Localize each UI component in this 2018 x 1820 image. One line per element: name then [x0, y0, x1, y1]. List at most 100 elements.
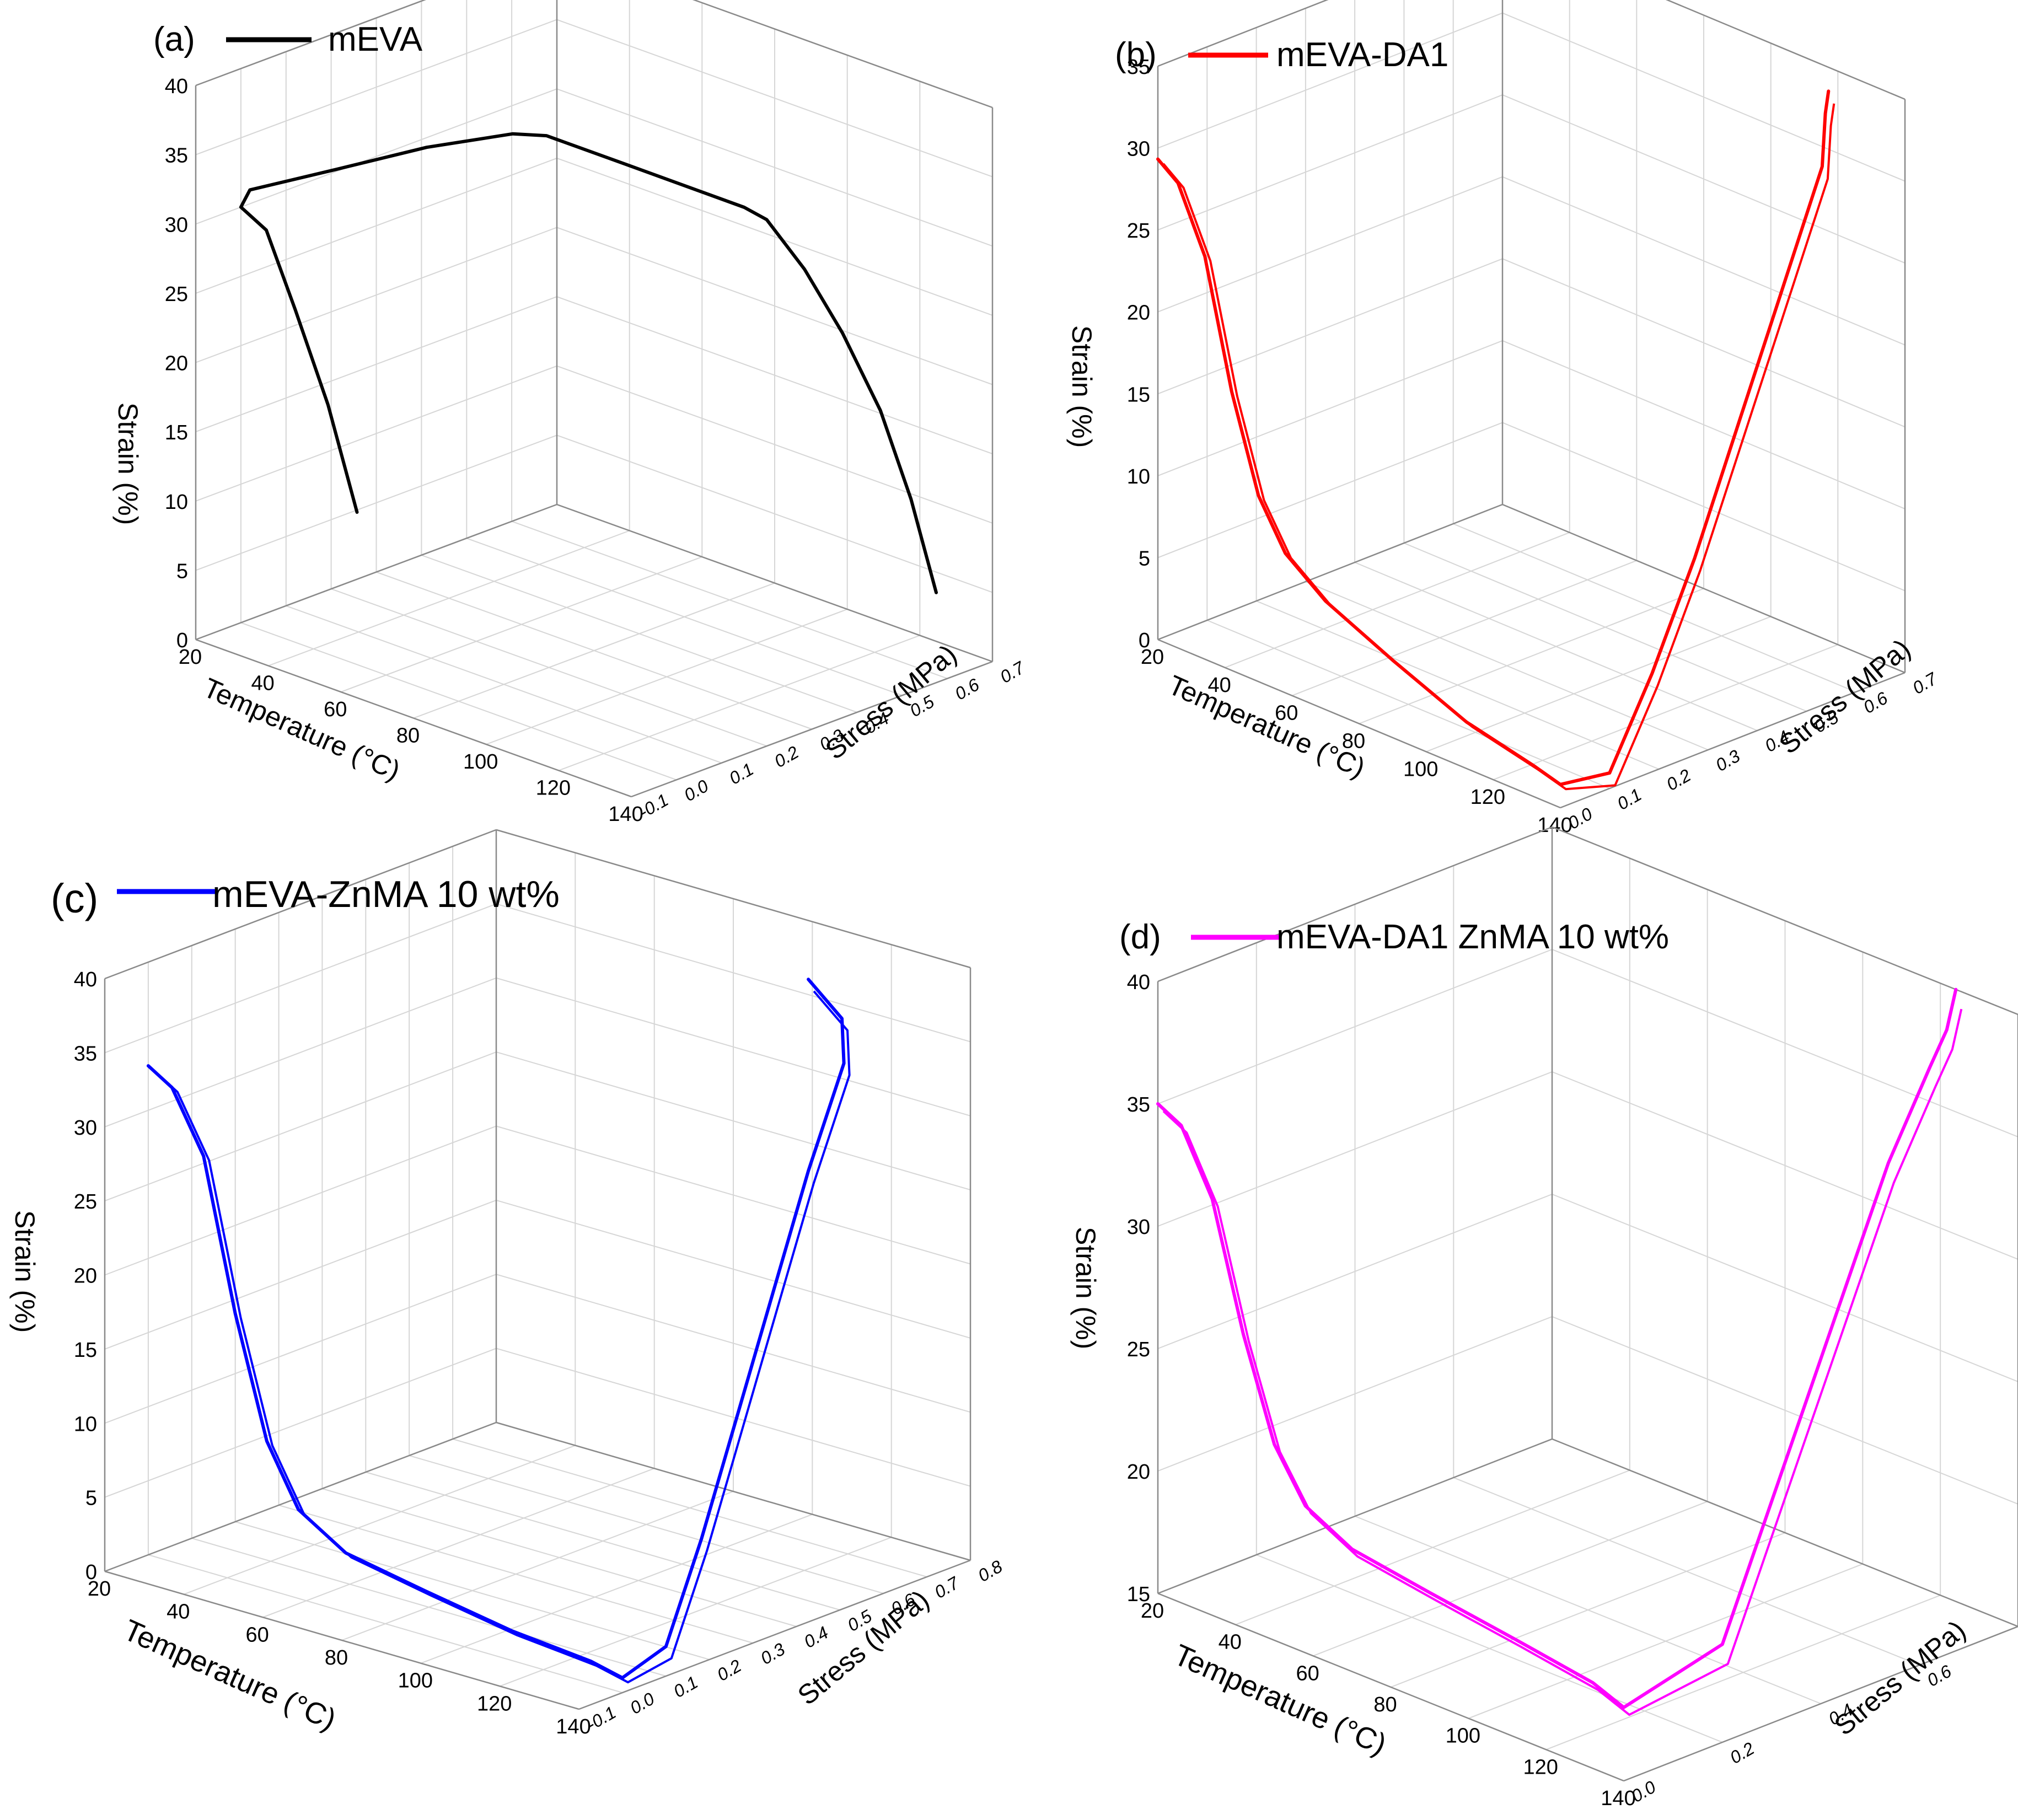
panel-c-x-tick: 40	[167, 1601, 190, 1624]
panel-c-grid-line	[452, 1438, 927, 1577]
panel-a-z-tick: 20	[165, 352, 188, 375]
panel-d-x-tick: 100	[1446, 1725, 1480, 1748]
panel-a-frame-edge	[195, 638, 632, 798]
panel-a-series-line	[239, 132, 938, 594]
panel-a-grid-line	[511, 520, 948, 679]
panel-c-grid-line	[420, 1513, 813, 1664]
panel-c-frame-edge	[104, 1421, 497, 1572]
panel-d-frame-edge	[1157, 1592, 1624, 1782]
panel-a-z-tick: 0	[176, 629, 188, 652]
panel-d-grid-line	[1157, 949, 1553, 1104]
panel-a-x-tick: 120	[536, 777, 571, 800]
panel-b-legend-text: mEVA-DA1	[1276, 36, 1448, 74]
panel-c-series-line-cycle2	[153, 990, 851, 1684]
panel-a-legend-text: mEVA	[328, 20, 423, 58]
panel-a-grid-line	[556, 227, 993, 385]
panel-d-frame-edge	[1552, 826, 2018, 1016]
panel-a-grid-line	[195, 365, 557, 502]
panel-b-z-tick: 15	[1127, 383, 1150, 406]
panel-b-ticks: 05101520253035204060801001201400.00.10.2…	[1127, 56, 1941, 837]
panel-d-grid-line	[1552, 1194, 2018, 1382]
panel-b-grid-line	[1502, 176, 1906, 346]
panel-a-grid-line	[195, 434, 557, 571]
panel-b-zlabel: Strain (%)	[1066, 325, 1097, 448]
panel-c-grid-line	[104, 1347, 497, 1498]
panel-d-grid-line	[1552, 1071, 2018, 1260]
panel-d-z-tick: 20	[1127, 1461, 1150, 1484]
panel-c-grid-line	[235, 1521, 710, 1660]
panel-b-frame-edge	[1157, 503, 1503, 641]
panel-c-grid-line	[104, 1199, 497, 1350]
panel-d-z-tick: 15	[1127, 1583, 1150, 1606]
panel-c-grid-line	[496, 977, 971, 1116]
panel-b-z-tick: 10	[1127, 465, 1150, 488]
panel-c-grid-line	[191, 1538, 667, 1677]
panel-b-frame-edge	[1502, 503, 1906, 674]
panel-a-frame-edge	[631, 661, 993, 798]
panel-c-grid-line	[104, 903, 497, 1054]
panel-c-grid-line	[496, 1199, 971, 1339]
panel-b-grid-line	[1256, 600, 1659, 770]
panel-c-grid-line	[183, 1445, 576, 1595]
panel-a-z-tick: 15	[165, 421, 188, 444]
panel-b-grid-line	[1157, 258, 1503, 395]
panel-c: (c) mEVA-ZnMA 10 wt% Strain (%) Temperat…	[9, 829, 1006, 1738]
panel-c-z-tick: 30	[74, 1116, 97, 1140]
panel-b-z-tick: 20	[1127, 302, 1150, 325]
panel-a-z-tick: 10	[165, 491, 188, 514]
panel-c-grid-line	[496, 1125, 971, 1265]
panel-c-frame-edge	[578, 1559, 971, 1710]
panel-a-grid-line	[556, 296, 993, 455]
panel-b-label: (b)	[1115, 36, 1157, 74]
panel-a-grid-line	[421, 554, 857, 713]
panel-c-z-tick: 15	[74, 1339, 97, 1362]
panel-d-grid-line	[1256, 1554, 1723, 1743]
panel-c-grid-line	[104, 977, 497, 1128]
panel-b-grid	[1157, 0, 1906, 809]
panel-c-grid-line	[500, 1537, 892, 1687]
panel-a-z-tick: 25	[165, 283, 188, 306]
panel-c-zlabel: Strain (%)	[9, 1210, 40, 1333]
panel-d-x-tick: 80	[1373, 1693, 1397, 1716]
panel-c-legend-text: mEVA-ZnMA 10 wt%	[212, 873, 560, 915]
panel-a-grid-line	[195, 157, 557, 294]
panel-c-z-tick: 25	[74, 1190, 97, 1214]
panel-d-legend-text: mEVA-DA1 ZnMA 10 wt%	[1276, 918, 1669, 956]
panel-d-z-tick: 40	[1127, 971, 1150, 994]
panel-a-grid-line	[331, 588, 767, 747]
panel-c-grid	[104, 829, 972, 1710]
panel-a-grid	[195, 0, 994, 798]
panel-c-x-tick: 80	[325, 1646, 348, 1669]
panel-a-grid-line	[556, 88, 993, 247]
panel-a-x-tick: 60	[324, 698, 347, 721]
panel-b-z-tick: 30	[1127, 138, 1150, 161]
panel-c-x-tick: 120	[477, 1692, 512, 1715]
panel-b-x-tick: 80	[1342, 730, 1365, 753]
panel-a-grid-line	[466, 538, 903, 696]
panel-b-grid-line	[1359, 588, 1704, 724]
panel-c-grid-line	[409, 1455, 884, 1594]
panel-a-grid-line	[556, 365, 993, 524]
panel-d-x-tick: 140	[1601, 1787, 1635, 1810]
panel-c-grid-line	[148, 1554, 623, 1693]
panel-a-grid-line	[556, 157, 993, 316]
panel-c-z-tick: 35	[74, 1042, 97, 1065]
panel-a-x-tick: 40	[251, 672, 275, 695]
panel-d-grid	[1157, 826, 2018, 1782]
panel-d-x-tick: 40	[1219, 1631, 1242, 1654]
panel-a-z-tick: 30	[165, 213, 188, 237]
panel-c-grid-line	[496, 1051, 971, 1191]
panel-c-x-tick: 140	[556, 1715, 591, 1738]
panel-c-z-tick: 20	[74, 1265, 97, 1288]
panel-a-frame-edge	[195, 0, 426, 87]
panel-a-z-tick: 5	[176, 560, 188, 583]
panel-b-x-tick: 120	[1470, 786, 1505, 809]
panel-b-x-tick: 40	[1208, 674, 1231, 697]
panel-c-grid-line	[496, 903, 971, 1043]
panel-b-grid-line	[1453, 523, 1856, 692]
panel-a-z-tick: 35	[165, 144, 188, 168]
panel-b-z-tick: 35	[1127, 56, 1150, 79]
panel-d-z-tick: 30	[1127, 1216, 1150, 1239]
panel-b-grid-line	[1157, 340, 1503, 476]
